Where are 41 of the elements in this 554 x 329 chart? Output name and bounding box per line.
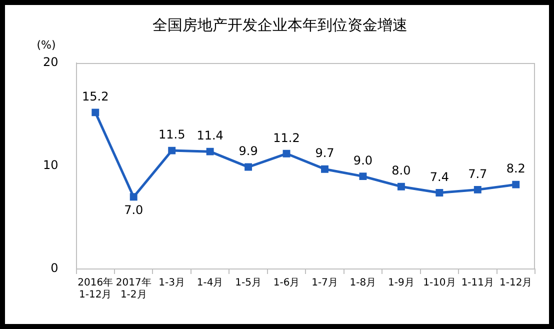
x-tick-label: 1-11月 bbox=[461, 278, 494, 289]
x-tick-label: 2016年 1-12月 bbox=[78, 276, 114, 301]
point bbox=[512, 180, 520, 188]
point bbox=[168, 146, 176, 154]
y-tick-label: 20 bbox=[42, 55, 58, 70]
data-label: 9.7 bbox=[315, 146, 334, 160]
data-label: 8.2 bbox=[506, 162, 526, 176]
point bbox=[359, 172, 367, 180]
point bbox=[130, 193, 138, 201]
y-tick-label: 0 bbox=[50, 261, 58, 276]
x-tick-label: 1-10月 bbox=[423, 278, 456, 289]
x-tick-label: 1-8月 bbox=[350, 278, 376, 289]
x-tick-label: 1-12月 bbox=[500, 278, 532, 289]
point bbox=[436, 189, 444, 197]
x-tick-label: 1-5月 bbox=[235, 278, 262, 289]
y-axis-title: (%) bbox=[36, 38, 56, 52]
x-tick-label: 1-6月 bbox=[273, 278, 300, 289]
data-label: 7.0 bbox=[124, 203, 144, 218]
x-tick-label: 1-7月 bbox=[312, 278, 338, 289]
x-tick-label: 2017年 1-2月 bbox=[116, 276, 152, 301]
point bbox=[244, 163, 252, 171]
point bbox=[92, 108, 100, 116]
x-tick-label: 1-9月 bbox=[388, 278, 414, 289]
data-label: 9.9 bbox=[238, 144, 258, 158]
y-tick-label: 10 bbox=[42, 158, 58, 172]
x-tick-label: 1-4月 bbox=[196, 278, 224, 289]
chart-title: 全国房地产开发企业本年到位资金增速 bbox=[152, 16, 408, 34]
data-label: 15.2 bbox=[82, 90, 109, 104]
point bbox=[282, 150, 290, 158]
point bbox=[474, 186, 482, 194]
data-label: 8.0 bbox=[392, 164, 411, 178]
data-label: 11.5 bbox=[158, 128, 186, 142]
x-tick-label: 1-3月 bbox=[158, 278, 186, 289]
data-label: 11.4 bbox=[196, 128, 224, 143]
data-label: 11.2 bbox=[273, 130, 300, 145]
point bbox=[206, 148, 214, 156]
data-label: 9.0 bbox=[353, 153, 373, 168]
point bbox=[321, 165, 328, 173]
data-label: 7.4 bbox=[430, 170, 449, 184]
point bbox=[397, 182, 405, 190]
data-label: 7.7 bbox=[468, 166, 488, 181]
